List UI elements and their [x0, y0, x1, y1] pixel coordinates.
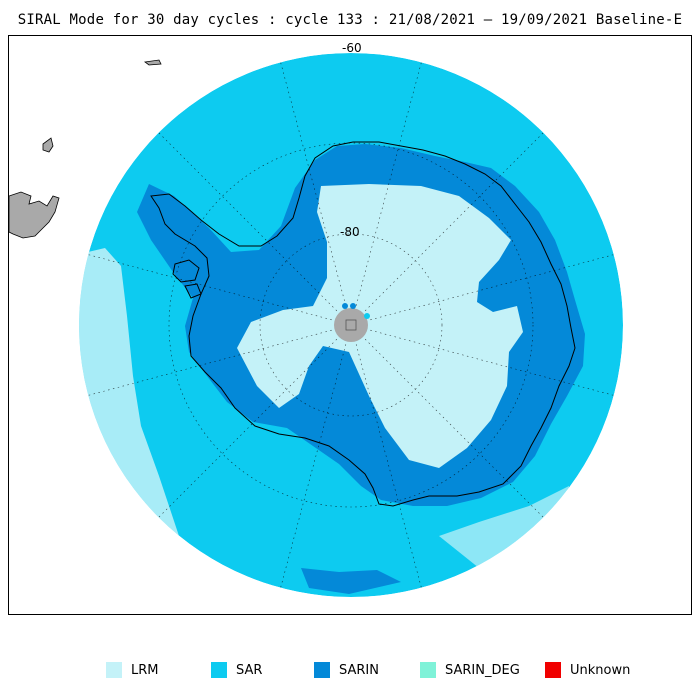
latitude-label-80: -80 — [340, 225, 360, 239]
legend-swatch-sarin-deg — [420, 662, 436, 678]
legend-label-sar: SAR — [236, 662, 263, 678]
pole-dot — [342, 303, 348, 309]
legend-label-unknown: Unknown — [570, 662, 631, 678]
latitude-circle — [259, 233, 443, 417]
island-landmass-small — [143, 59, 162, 66]
legend-label-sarin: SARIN — [339, 662, 379, 678]
legend-item-unknown: Unknown — [545, 660, 630, 680]
sarin-coverage-lobe — [301, 568, 401, 594]
latitude-label-60: -60 — [342, 41, 362, 55]
pole-marker — [345, 319, 357, 331]
meridian-line — [79, 338, 338, 597]
legend-label-lrm: LRM — [131, 662, 159, 678]
meridian-line — [364, 53, 623, 312]
legend: LRM SAR SARIN SARIN_DEG Unknown — [0, 660, 700, 682]
meridian-line — [364, 338, 623, 597]
map-canvas: -60 -80 — [9, 41, 623, 597]
legend-item-sar: SAR — [211, 660, 262, 680]
legend-swatch-unknown — [545, 662, 561, 678]
island-landmass — [42, 137, 54, 153]
legend-item-sarin-deg: SARIN_DEG — [420, 660, 520, 680]
peninsula-islands — [172, 259, 202, 299]
legend-swatch-sar — [211, 662, 227, 678]
legend-swatch-lrm — [106, 662, 122, 678]
legend-item-sarin: SARIN — [314, 660, 379, 680]
polar-map: -60 -80 — [8, 35, 692, 615]
pole-dot — [364, 313, 370, 319]
latitude-circle — [168, 142, 534, 508]
legend-label-sarin-deg: SARIN_DEG — [445, 662, 520, 678]
antarctica-coastline — [150, 141, 576, 507]
lrm-interior-coverage-region — [237, 184, 523, 468]
map-title: SIRAL Mode for 30 day cycles : cycle 133… — [17, 12, 683, 28]
pole-dot — [350, 303, 356, 309]
legend-item-lrm: LRM — [106, 660, 159, 680]
legend-swatch-sarin — [314, 662, 330, 678]
pole-hole — [334, 308, 368, 342]
meridian-line — [79, 53, 338, 312]
south-america-landmass — [9, 191, 60, 239]
